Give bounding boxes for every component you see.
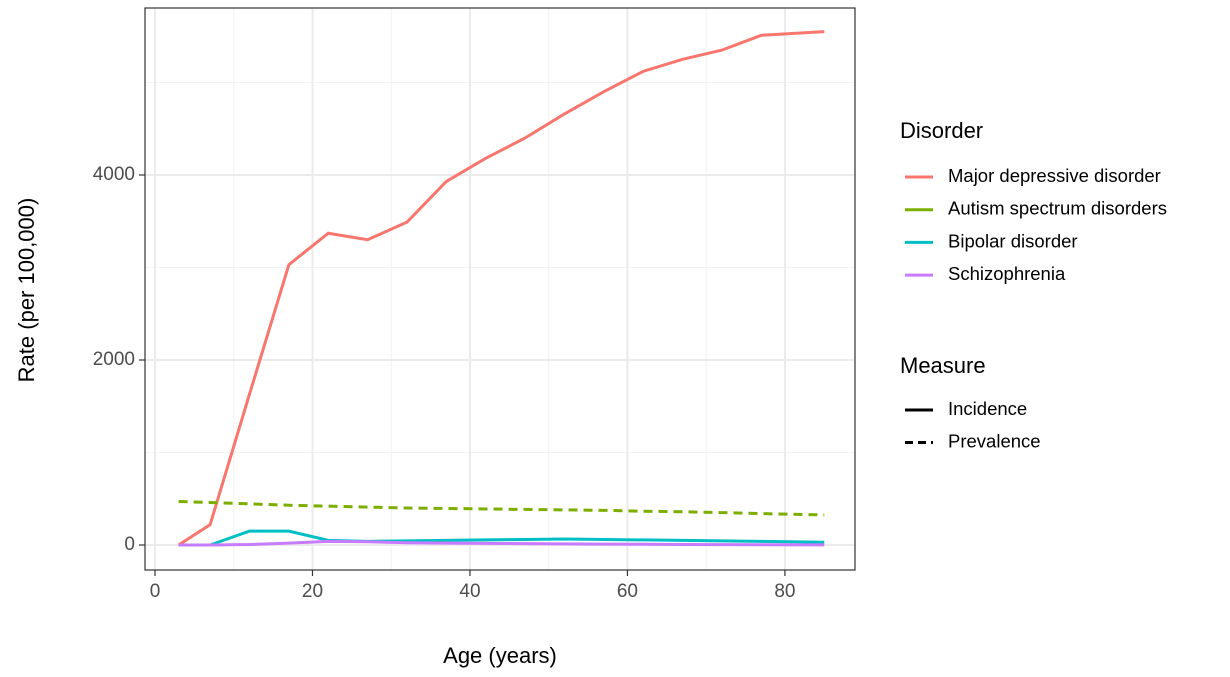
legend-label: Autism spectrum disorders xyxy=(948,198,1167,219)
y-tick-label: 2000 xyxy=(93,349,135,370)
y-axis-title: Rate (per 100,000) xyxy=(14,198,39,383)
x-tick-label: 0 xyxy=(150,581,161,602)
y-tick-label: 4000 xyxy=(93,164,135,185)
x-tick-label: 40 xyxy=(459,581,480,602)
x-tick-label: 20 xyxy=(302,581,323,602)
legend-title: Disorder xyxy=(900,118,983,143)
y-tick-label: 0 xyxy=(124,534,135,555)
series-line xyxy=(178,529,825,547)
series-line xyxy=(178,500,825,517)
legend-label: Incidence xyxy=(948,398,1027,419)
series-line xyxy=(177,30,825,547)
x-tick-label: 60 xyxy=(617,581,638,602)
legend-label: Major depressive disorder xyxy=(948,165,1161,186)
x-axis-title: Age (years) xyxy=(443,643,557,668)
legend-label: Prevalence xyxy=(948,430,1041,451)
x-tick-label: 80 xyxy=(774,581,795,602)
legend-label: Bipolar disorder xyxy=(948,230,1078,251)
legend-title: Measure xyxy=(900,353,986,378)
panel-border xyxy=(144,7,856,571)
series-line xyxy=(178,539,825,547)
legend-label: Schizophrenia xyxy=(948,263,1066,284)
